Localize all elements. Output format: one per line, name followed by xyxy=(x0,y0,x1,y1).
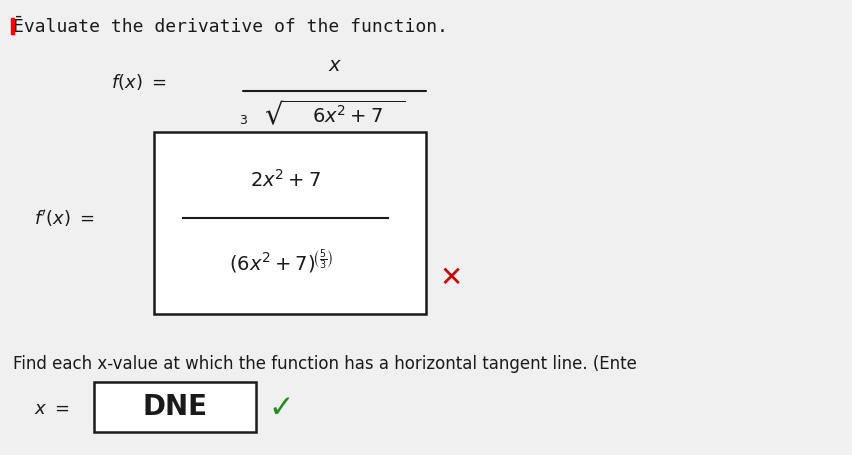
Text: $f'(x)\ =\ $: $f'(x)\ =\ $ xyxy=(34,208,95,229)
Text: $x$: $x$ xyxy=(327,57,342,75)
Text: Find each x-value at which the function has a horizontal tangent line. (Ente: Find each x-value at which the function … xyxy=(13,355,636,373)
Text: $3$: $3$ xyxy=(239,114,247,127)
FancyBboxPatch shape xyxy=(94,382,256,432)
Text: DNE: DNE xyxy=(142,393,207,421)
Text: $f(x)\ =\ $: $f(x)\ =\ $ xyxy=(111,72,166,92)
Bar xyxy=(11,18,14,34)
Text: $6x^2 + 7$: $6x^2 + 7$ xyxy=(312,105,383,127)
Text: $x\ =\ $: $x\ =\ $ xyxy=(34,400,70,419)
Text: ✕: ✕ xyxy=(439,263,462,292)
Text: Ēvaluate the derivative of the function.: Ēvaluate the derivative of the function. xyxy=(13,18,447,36)
Text: ✓: ✓ xyxy=(268,394,294,423)
FancyBboxPatch shape xyxy=(153,132,426,314)
Text: $\left(6x^2 + 7\right)^{\!\left(\frac{5}{3}\right)}$: $\left(6x^2 + 7\right)^{\!\left(\frac{5}… xyxy=(229,248,333,276)
Text: $2x^2 + 7$: $2x^2 + 7$ xyxy=(250,169,320,191)
Text: $\sqrt{\ \ \ \ \ \ \ \ \ \ \ \ }$: $\sqrt{\ \ \ \ \ \ \ \ \ \ \ \ }$ xyxy=(264,101,406,131)
